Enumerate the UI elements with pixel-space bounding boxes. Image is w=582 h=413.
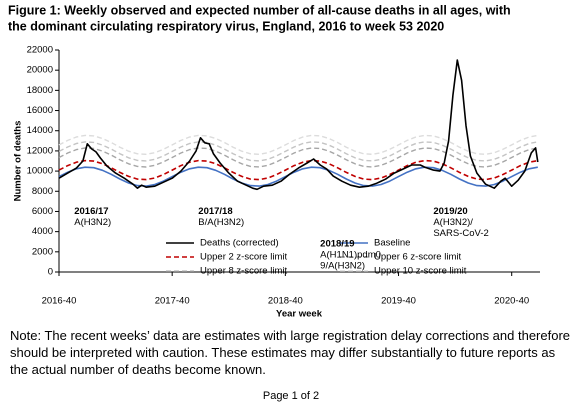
y-tick-label: 6000 xyxy=(32,206,53,217)
annotation: A(H1N1)pdm0 xyxy=(320,249,381,260)
annotation: 2016/17 xyxy=(74,206,108,217)
note: Note: The recent weeks’ data are estimat… xyxy=(10,328,571,377)
x-tick-label: 2019-40 xyxy=(381,296,416,307)
y-tick-label: 22000 xyxy=(27,45,53,56)
x-tick-label: 2016-40 xyxy=(42,296,77,307)
y-tick-label: 14000 xyxy=(27,125,53,136)
legend-label: Deaths (corrected) xyxy=(200,238,279,249)
x-tick-label: 2018-40 xyxy=(268,296,303,307)
series-line xyxy=(58,134,538,155)
chart-title: the dominant circulating respiratory vir… xyxy=(8,19,444,33)
annotation: 2018/19 xyxy=(320,238,354,249)
y-tick-label: 20000 xyxy=(27,65,53,76)
y-tick-label: 8000 xyxy=(32,186,53,197)
legend-label: Upper 8 z-score limit xyxy=(200,266,287,277)
y-tick-label: 4000 xyxy=(32,226,53,237)
series-line xyxy=(58,59,539,191)
legend-label: Upper 2 z-score limit xyxy=(200,252,287,263)
chart-title: Figure 1: Weekly observed and expected n… xyxy=(8,3,511,17)
y-tick-label: 10000 xyxy=(27,166,53,177)
series-line xyxy=(58,147,538,168)
x-axis-label: Year week xyxy=(276,309,323,320)
legend-label: Upper 6 z-score limit xyxy=(374,252,461,263)
x-tick-label: 2020-40 xyxy=(494,296,529,307)
y-tick-label: 18000 xyxy=(27,85,53,96)
x-tick-label: 2017-40 xyxy=(155,296,190,307)
legend-label: Baseline xyxy=(374,238,410,249)
y-axis-label: Number of deaths xyxy=(13,121,24,202)
annotation: 2019/20 xyxy=(433,206,467,217)
y-tick-label: 12000 xyxy=(27,145,53,156)
footer: Page 1 of 2 xyxy=(262,390,320,402)
annotation: SARS-CoV-2 xyxy=(433,228,488,239)
annotation: A(H3N2)/ xyxy=(433,217,473,228)
annotation: 2017/18 xyxy=(198,206,232,217)
annotation: 9/A(H3N2) xyxy=(320,260,365,271)
annotation: A(H3N2) xyxy=(74,217,111,228)
y-tick-label: 2000 xyxy=(32,246,53,257)
annotation: B/A(H3N2) xyxy=(198,217,244,228)
y-tick-label: 16000 xyxy=(27,105,53,116)
series-line xyxy=(58,159,538,181)
legend-label: Upper 10 z-score limit xyxy=(374,266,467,277)
chart: Figure 1: Weekly observed and expected n… xyxy=(8,3,540,320)
y-tick-label: 0 xyxy=(48,267,53,278)
series-line xyxy=(58,141,538,162)
series-line xyxy=(58,166,538,187)
